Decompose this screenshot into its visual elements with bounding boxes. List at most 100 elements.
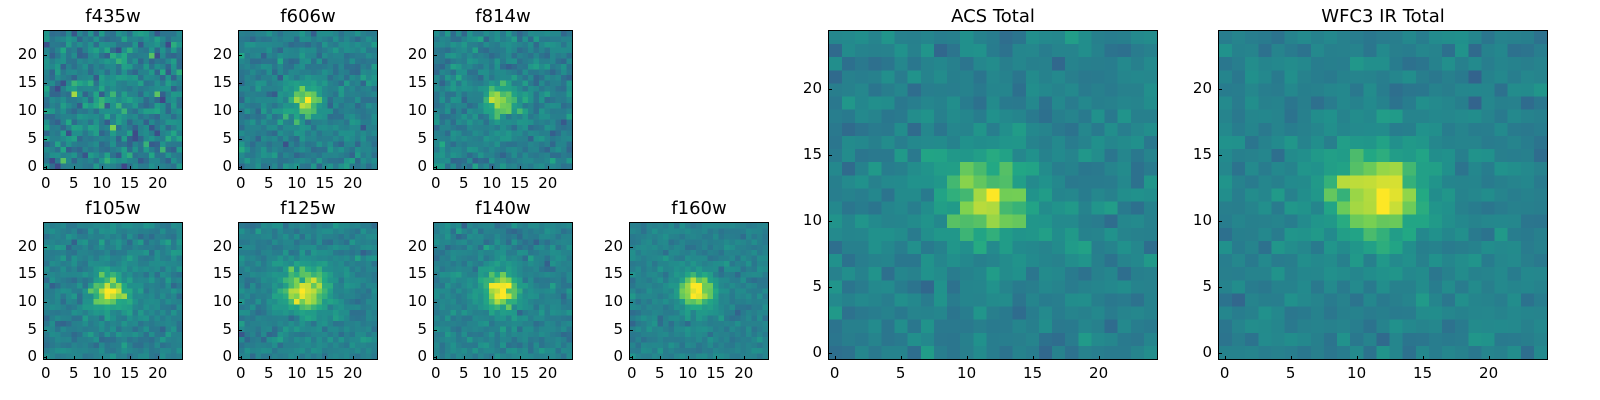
y-tick-mark: [433, 274, 437, 276]
x-tick-mark: [1098, 356, 1100, 360]
x-tick-label: 15: [315, 174, 335, 192]
y-tick-mark: [1218, 89, 1222, 91]
panel-title: f435w: [85, 6, 141, 27]
x-tick-mark: [966, 356, 968, 360]
x-tick-mark: [687, 356, 689, 360]
y-tick-label: 15: [17, 73, 37, 92]
y-tick-mark: [629, 274, 633, 276]
y-tick-mark: [238, 274, 242, 276]
y-tick-label: 15: [603, 264, 623, 283]
y-tick-mark: [43, 167, 47, 169]
y-tick-label: 20: [1192, 79, 1212, 98]
x-tick-label: 10: [957, 364, 977, 382]
x-tick-label: 20: [538, 364, 558, 382]
x-tick-label: 10: [92, 174, 112, 192]
x-tick-mark: [1356, 356, 1358, 360]
x-tick-mark: [491, 356, 493, 360]
y-tick-label: 15: [212, 73, 232, 92]
y-tick-mark: [43, 139, 47, 141]
y-tick-label: 5: [222, 129, 232, 148]
y-tick-mark: [629, 246, 633, 248]
x-tick-mark: [129, 356, 131, 360]
y-tick-label: 0: [417, 157, 427, 176]
x-tick-label: 0: [829, 364, 840, 382]
y-tick-label: 20: [407, 236, 427, 255]
x-tick-mark: [157, 166, 159, 170]
panel-title: f160w: [671, 198, 727, 219]
y-tick-mark: [433, 111, 437, 113]
x-tick-label: 10: [1347, 364, 1367, 382]
x-tick-label: 5: [1285, 364, 1296, 382]
x-tick-mark: [1422, 356, 1424, 360]
x-tick-mark: [101, 166, 103, 170]
x-tick-mark: [352, 166, 354, 170]
panel-title: f125w: [280, 198, 336, 219]
panel-f814w: f814w 0 5 10 15 20 0 5 10 15 20: [408, 8, 573, 191]
y-tick-mark: [43, 302, 47, 304]
panel-f140w: f140w 0 5 10 15 20 0 5 10 15 20: [408, 200, 573, 381]
image-f140w: [433, 222, 573, 360]
y-tick-label: 0: [222, 347, 232, 366]
y-tick-mark: [433, 139, 437, 141]
x-tick-label: 0: [41, 174, 51, 192]
x-tick-label: 0: [431, 364, 441, 382]
panel-f105w: f105w 0 5 10 15 20 0 5 10 15 20: [18, 200, 183, 381]
x-tick-mark: [268, 166, 270, 170]
panel-title: WFC3 IR Total: [1321, 6, 1445, 27]
x-tick-mark: [463, 166, 465, 170]
x-tick-mark: [101, 356, 103, 360]
x-tick-label: 0: [236, 364, 246, 382]
y-tick-mark: [629, 357, 633, 359]
x-tick-mark: [1290, 356, 1292, 360]
x-tick-mark: [1488, 356, 1490, 360]
y-tick-label: 10: [407, 101, 427, 120]
y-tick-label: 20: [802, 79, 822, 98]
y-tick-mark: [1218, 353, 1222, 355]
x-tick-label: 10: [678, 364, 698, 382]
x-tick-label: 20: [148, 364, 168, 382]
y-tick-mark: [43, 357, 47, 359]
y-tick-mark: [828, 221, 832, 223]
x-tick-label: 5: [655, 364, 665, 382]
y-tick-mark: [828, 353, 832, 355]
y-tick-label: 5: [27, 129, 37, 148]
x-tick-label: 15: [1413, 364, 1433, 382]
y-tick-mark: [1218, 287, 1222, 289]
y-tick-mark: [1218, 221, 1222, 223]
panel-acs-total: ACS Total 0 5 10 15 20 0 5 10 15 20: [803, 8, 1158, 381]
x-tick-label: 15: [315, 364, 335, 382]
x-tick-mark: [296, 166, 298, 170]
x-tick-label: 15: [120, 174, 140, 192]
x-tick-mark: [715, 356, 717, 360]
x-tick-mark: [519, 356, 521, 360]
y-tick-mark: [238, 111, 242, 113]
x-tick-label: 10: [287, 364, 307, 382]
x-tick-mark: [1224, 356, 1226, 360]
x-tick-label: 0: [627, 364, 637, 382]
y-tick-label: 0: [812, 343, 822, 362]
y-tick-label: 0: [613, 347, 623, 366]
x-tick-mark: [324, 356, 326, 360]
y-tick-label: 0: [1202, 343, 1212, 362]
x-tick-label: 5: [459, 174, 469, 192]
x-tick-label: 0: [236, 174, 246, 192]
panel-title: ACS Total: [951, 6, 1035, 27]
y-tick-mark: [43, 329, 47, 331]
x-tick-label: 10: [287, 174, 307, 192]
y-tick-mark: [828, 287, 832, 289]
y-tick-label: 20: [212, 236, 232, 255]
x-tick-label: 20: [538, 174, 558, 192]
x-tick-label: 15: [510, 174, 530, 192]
x-tick-label: 20: [148, 174, 168, 192]
y-tick-mark: [433, 83, 437, 85]
y-tick-label: 20: [407, 45, 427, 64]
y-tick-mark: [238, 167, 242, 169]
panel-f606w: f606w 0 5 10 15 20 0 5 10 15 20: [213, 8, 378, 191]
x-tick-label: 5: [895, 364, 906, 382]
y-tick-label: 20: [17, 236, 37, 255]
x-tick-label: 20: [343, 364, 363, 382]
x-tick-mark: [296, 356, 298, 360]
y-tick-label: 15: [212, 264, 232, 283]
y-tick-label: 15: [407, 73, 427, 92]
y-tick-label: 20: [212, 45, 232, 64]
